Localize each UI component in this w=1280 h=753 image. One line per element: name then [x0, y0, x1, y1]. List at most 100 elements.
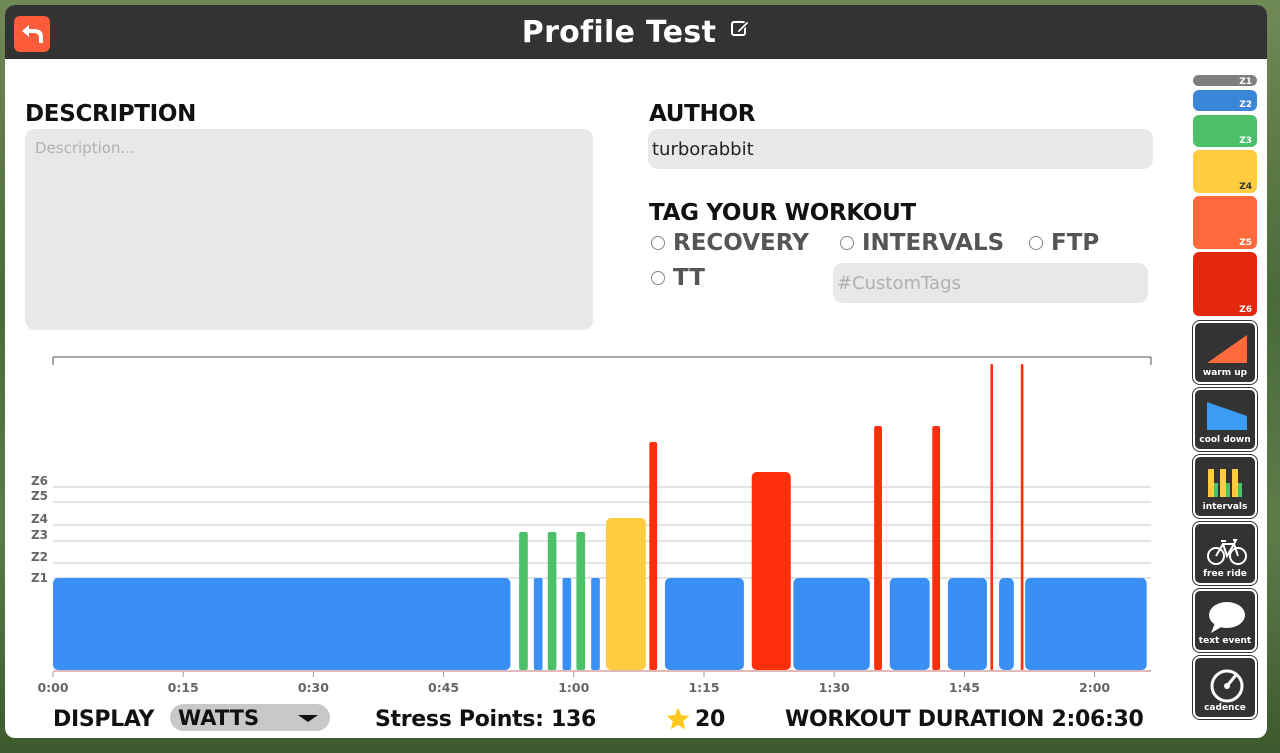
x-tick-label: 0:00 — [37, 680, 68, 695]
bicycle-icon — [1207, 539, 1247, 565]
workout-segment-bar — [605, 518, 646, 670]
tag-ftp-label: FTP — [1051, 230, 1100, 256]
zone-block-label: Z3 — [1239, 136, 1252, 146]
cadence-gauge-icon — [1210, 669, 1244, 703]
workout-segment-bar — [649, 442, 658, 670]
description-label: DESCRIPTION — [25, 101, 197, 127]
x-tick-label: 1:15 — [688, 680, 719, 695]
star-rating: 20 — [665, 702, 725, 736]
tag-workout-label: TAG YOUR WORKOUT — [649, 200, 916, 226]
workout-segment-bar — [664, 578, 744, 670]
zone-block-label: Z5 — [1239, 238, 1252, 248]
title-bar: Profile Test — [5, 5, 1267, 59]
tag-tt[interactable]: TT — [651, 265, 705, 291]
custom-tags-input[interactable] — [833, 263, 1148, 303]
workout-duration: WORKOUT DURATION 2:06:30 — [785, 706, 1144, 732]
workout-segment-bar — [562, 578, 572, 670]
zone-block-label: Z6 — [1239, 305, 1252, 315]
zone-block-z5[interactable]: Z5 — [1193, 196, 1257, 249]
star-icon — [666, 707, 690, 730]
zone-axis-label: Z2 — [31, 550, 48, 564]
x-tick-label: 2:00 — [1079, 680, 1110, 695]
tool-label: intervals — [1202, 502, 1248, 512]
x-tick-label: 1:45 — [949, 680, 980, 695]
zone-block-z6[interactable]: Z6 — [1193, 252, 1257, 316]
zone-axis-label: Z1 — [31, 571, 48, 585]
workout-title-text[interactable]: Profile Test — [521, 14, 717, 50]
speech-bubble-icon — [1209, 602, 1245, 633]
author-input[interactable] — [648, 129, 1153, 169]
workout-segment-bar — [1020, 364, 1024, 670]
tag-ftp[interactable]: FTP — [1029, 230, 1099, 256]
tag-recovery[interactable]: RECOVERY — [651, 230, 809, 256]
display-label: DISPLAY — [53, 706, 155, 732]
tool-label: cool down — [1199, 435, 1251, 445]
zone-axis-label: Z3 — [31, 528, 48, 542]
tool-label: text event — [1198, 636, 1252, 646]
radio-icon[interactable] — [651, 271, 665, 285]
zone-block-z4[interactable]: Z4 — [1193, 150, 1257, 193]
tag-recovery-label: RECOVERY — [673, 230, 809, 256]
cool-down-icon — [1207, 402, 1247, 430]
x-tick-label: 0:15 — [168, 680, 199, 695]
tag-tt-label: TT — [673, 265, 705, 291]
zone-block-z1[interactable]: Z1 — [1193, 75, 1257, 87]
tool-cool-down[interactable]: cool down — [1193, 388, 1257, 451]
tool-free-ride[interactable]: free ride — [1193, 522, 1257, 585]
workout-segment-bar — [547, 532, 557, 670]
workout-segment-bar — [947, 578, 987, 670]
tool-intervals[interactable]: intervals — [1193, 455, 1257, 518]
workout-segment-bar — [751, 472, 791, 670]
workout-segment-bar — [1025, 578, 1147, 670]
tool-label: warm up — [1202, 368, 1248, 378]
workout-segment-bar — [990, 364, 994, 670]
zone-axis-label: Z4 — [31, 512, 48, 526]
workout-segment-bar — [53, 578, 511, 670]
radio-icon[interactable] — [840, 236, 854, 250]
radio-icon[interactable] — [1029, 236, 1043, 250]
x-tick-label: 0:30 — [298, 680, 329, 695]
tool-label: free ride — [1203, 569, 1247, 579]
workout-segment-bar — [576, 532, 586, 670]
tool-cadence[interactable]: cadence — [1193, 656, 1257, 719]
tag-intervals[interactable]: INTERVALS — [840, 230, 1004, 256]
workout-segment-bar — [932, 426, 941, 670]
zone-block-z2[interactable]: Z2 — [1193, 90, 1257, 111]
footer-bar: DISPLAY WATTS Stress Points: 136 20 WORK… — [5, 702, 1175, 738]
tag-intervals-label: INTERVALS — [862, 230, 1005, 256]
workout-segment-bar — [519, 532, 528, 670]
warm-up-icon — [1207, 335, 1247, 363]
zone-block-label: Z4 — [1239, 182, 1252, 192]
radio-icon[interactable] — [651, 236, 665, 250]
workout-editor-window: Profile Test DESCRIPTION AUTHOR TAG YOUR… — [5, 5, 1267, 738]
edit-icon[interactable] — [730, 18, 750, 38]
workout-segment-bar — [793, 578, 870, 670]
workout-segment-bar — [591, 578, 600, 670]
workout-segment-bar — [533, 578, 543, 670]
workout-segment-bar — [874, 426, 882, 670]
workout-title[interactable]: Profile Test — [5, 5, 1267, 59]
back-arrow-icon — [22, 25, 43, 43]
zone-block-label: Z1 — [1239, 77, 1252, 87]
x-tick-label: 0:45 — [428, 680, 459, 695]
display-select[interactable]: WATTS — [170, 704, 330, 731]
tool-label: cadence — [1204, 703, 1246, 713]
chevron-down-icon[interactable] — [298, 715, 318, 722]
workout-segment-bar — [999, 578, 1014, 670]
display-select-value[interactable]: WATTS — [178, 705, 260, 730]
back-button[interactable] — [14, 16, 50, 52]
author-label: AUTHOR — [649, 101, 756, 127]
description-textarea[interactable] — [25, 129, 593, 330]
x-tick-label: 1:30 — [819, 680, 850, 695]
workout-chart[interactable]: Z1 Z2 Z3 Z4 Z5 Z6 0:00 0:15 0:30 0:45 1:00 1:15 1:30… — [5, 345, 1175, 705]
zone-block-z3[interactable]: Z3 — [1193, 115, 1257, 147]
workout-segment-bar — [889, 578, 930, 670]
zone-block-label: Z2 — [1239, 100, 1252, 110]
zone-axis-label: Z6 — [31, 474, 48, 488]
star-count: 20 — [695, 706, 726, 732]
stress-points: Stress Points: 136 — [375, 706, 597, 732]
tool-warm-up[interactable]: warm up — [1193, 321, 1257, 384]
zone-axis-label: Z5 — [31, 489, 48, 503]
tool-text-event[interactable]: text event — [1193, 589, 1257, 652]
